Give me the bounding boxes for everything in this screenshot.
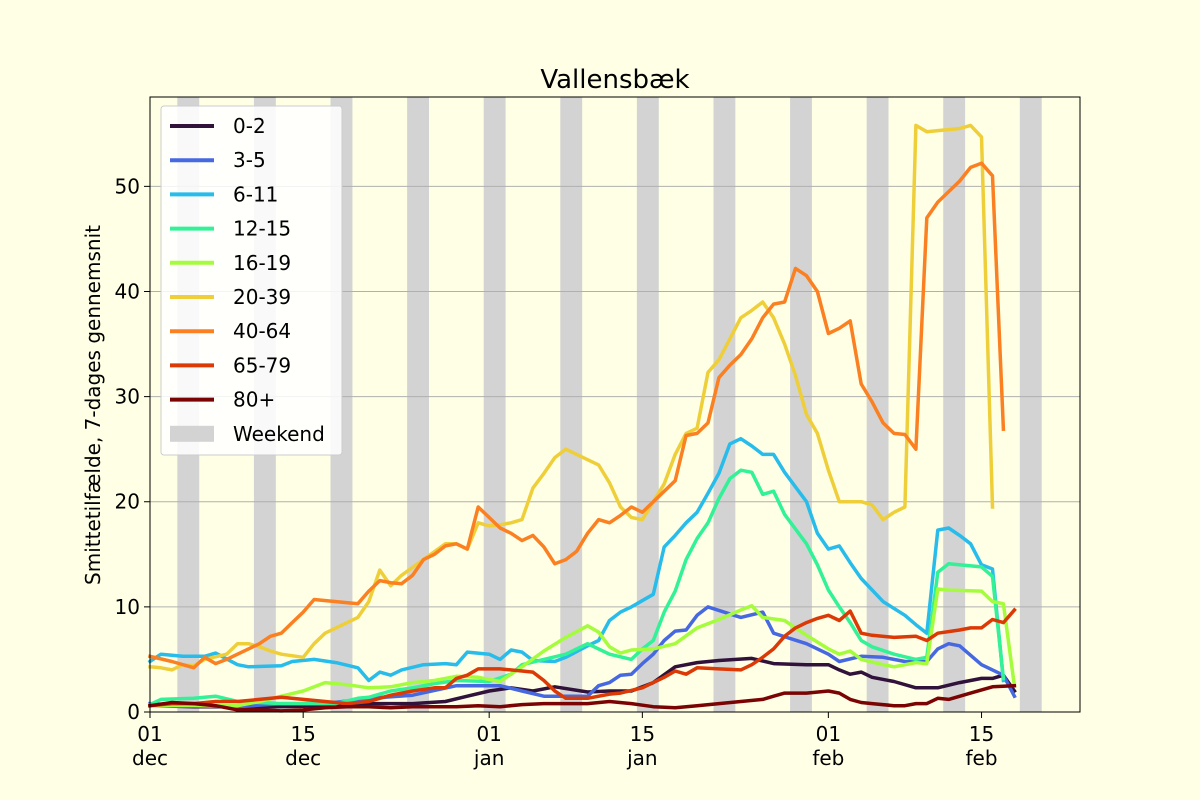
chart-title: Vallensbæk — [540, 65, 689, 95]
weekend-band — [483, 97, 506, 712]
series-line-6-11 — [147, 436, 1006, 683]
x-tick-label: 15 — [630, 722, 655, 746]
y-tick-label: 40 — [115, 279, 140, 303]
legend-swatch-weekend — [170, 425, 214, 442]
legend-label: 12-15 — [233, 217, 291, 241]
x-tick-label-month: jan — [473, 746, 505, 770]
legend-label: 3-5 — [233, 148, 266, 172]
x-tick-label: 01 — [476, 722, 501, 746]
weekend-band — [943, 97, 966, 712]
y-tick-label: 50 — [115, 174, 140, 198]
legend-label: 65-79 — [233, 353, 291, 377]
legend-label-weekend: Weekend — [233, 422, 325, 446]
weekend-band — [407, 97, 429, 712]
series-line-0-2 — [148, 656, 1017, 709]
y-tick-label: 20 — [115, 490, 140, 514]
legend-label: 6-11 — [233, 182, 278, 206]
x-tick-label-month: feb — [812, 746, 844, 770]
weekend-band — [1019, 97, 1042, 712]
x-tick-label: 15 — [290, 722, 315, 746]
x-tick-label-month: jan — [626, 746, 658, 770]
y-tick-label: 10 — [115, 595, 140, 619]
series-line-20-39 — [148, 123, 995, 672]
x-tick-label: 15 — [969, 722, 994, 746]
series-line-65-79 — [148, 607, 1017, 708]
y-tick-label: 30 — [115, 385, 140, 409]
x-tick-label-month: dec — [285, 746, 321, 770]
series-lines — [147, 123, 1017, 713]
x-tick-label: 01 — [137, 722, 162, 746]
weekend-band — [790, 97, 812, 712]
y-tick-label: 0 — [127, 700, 140, 724]
x-tick-label: 01 — [816, 722, 841, 746]
legend-label: 20-39 — [233, 285, 291, 309]
weekend-band — [866, 97, 889, 712]
legend-label: 80+ — [233, 388, 275, 412]
legend-label: 40-64 — [233, 319, 291, 343]
legend-label: 0-2 — [233, 114, 266, 138]
y-axis-label: Smittetilfælde, 7-dages gennemsnit — [81, 225, 105, 585]
y-axis: 0 10 20 30 40 50 — [115, 174, 150, 724]
x-tick-label-month: dec — [132, 746, 168, 770]
weekend-band — [560, 97, 583, 712]
weekend-band — [636, 97, 659, 712]
series-line-40-64 — [147, 161, 1006, 670]
legend: 0-2 3-5 6-11 12-15 16-19 20-39 40-64 65-79 80+ We… — [160, 105, 343, 456]
series-line-80+ — [148, 683, 1017, 713]
x-tick-label-month: feb — [966, 746, 998, 770]
plot-frame — [149, 96, 1081, 713]
series-line-16-19 — [148, 587, 1017, 708]
legend-items: 0-2 3-5 6-11 12-15 16-19 20-39 40-64 65-79 80+ We… — [170, 114, 325, 446]
legend-label: 16-19 — [233, 251, 291, 275]
series-line-12-15 — [147, 468, 1006, 707]
weekend-band — [713, 97, 736, 712]
